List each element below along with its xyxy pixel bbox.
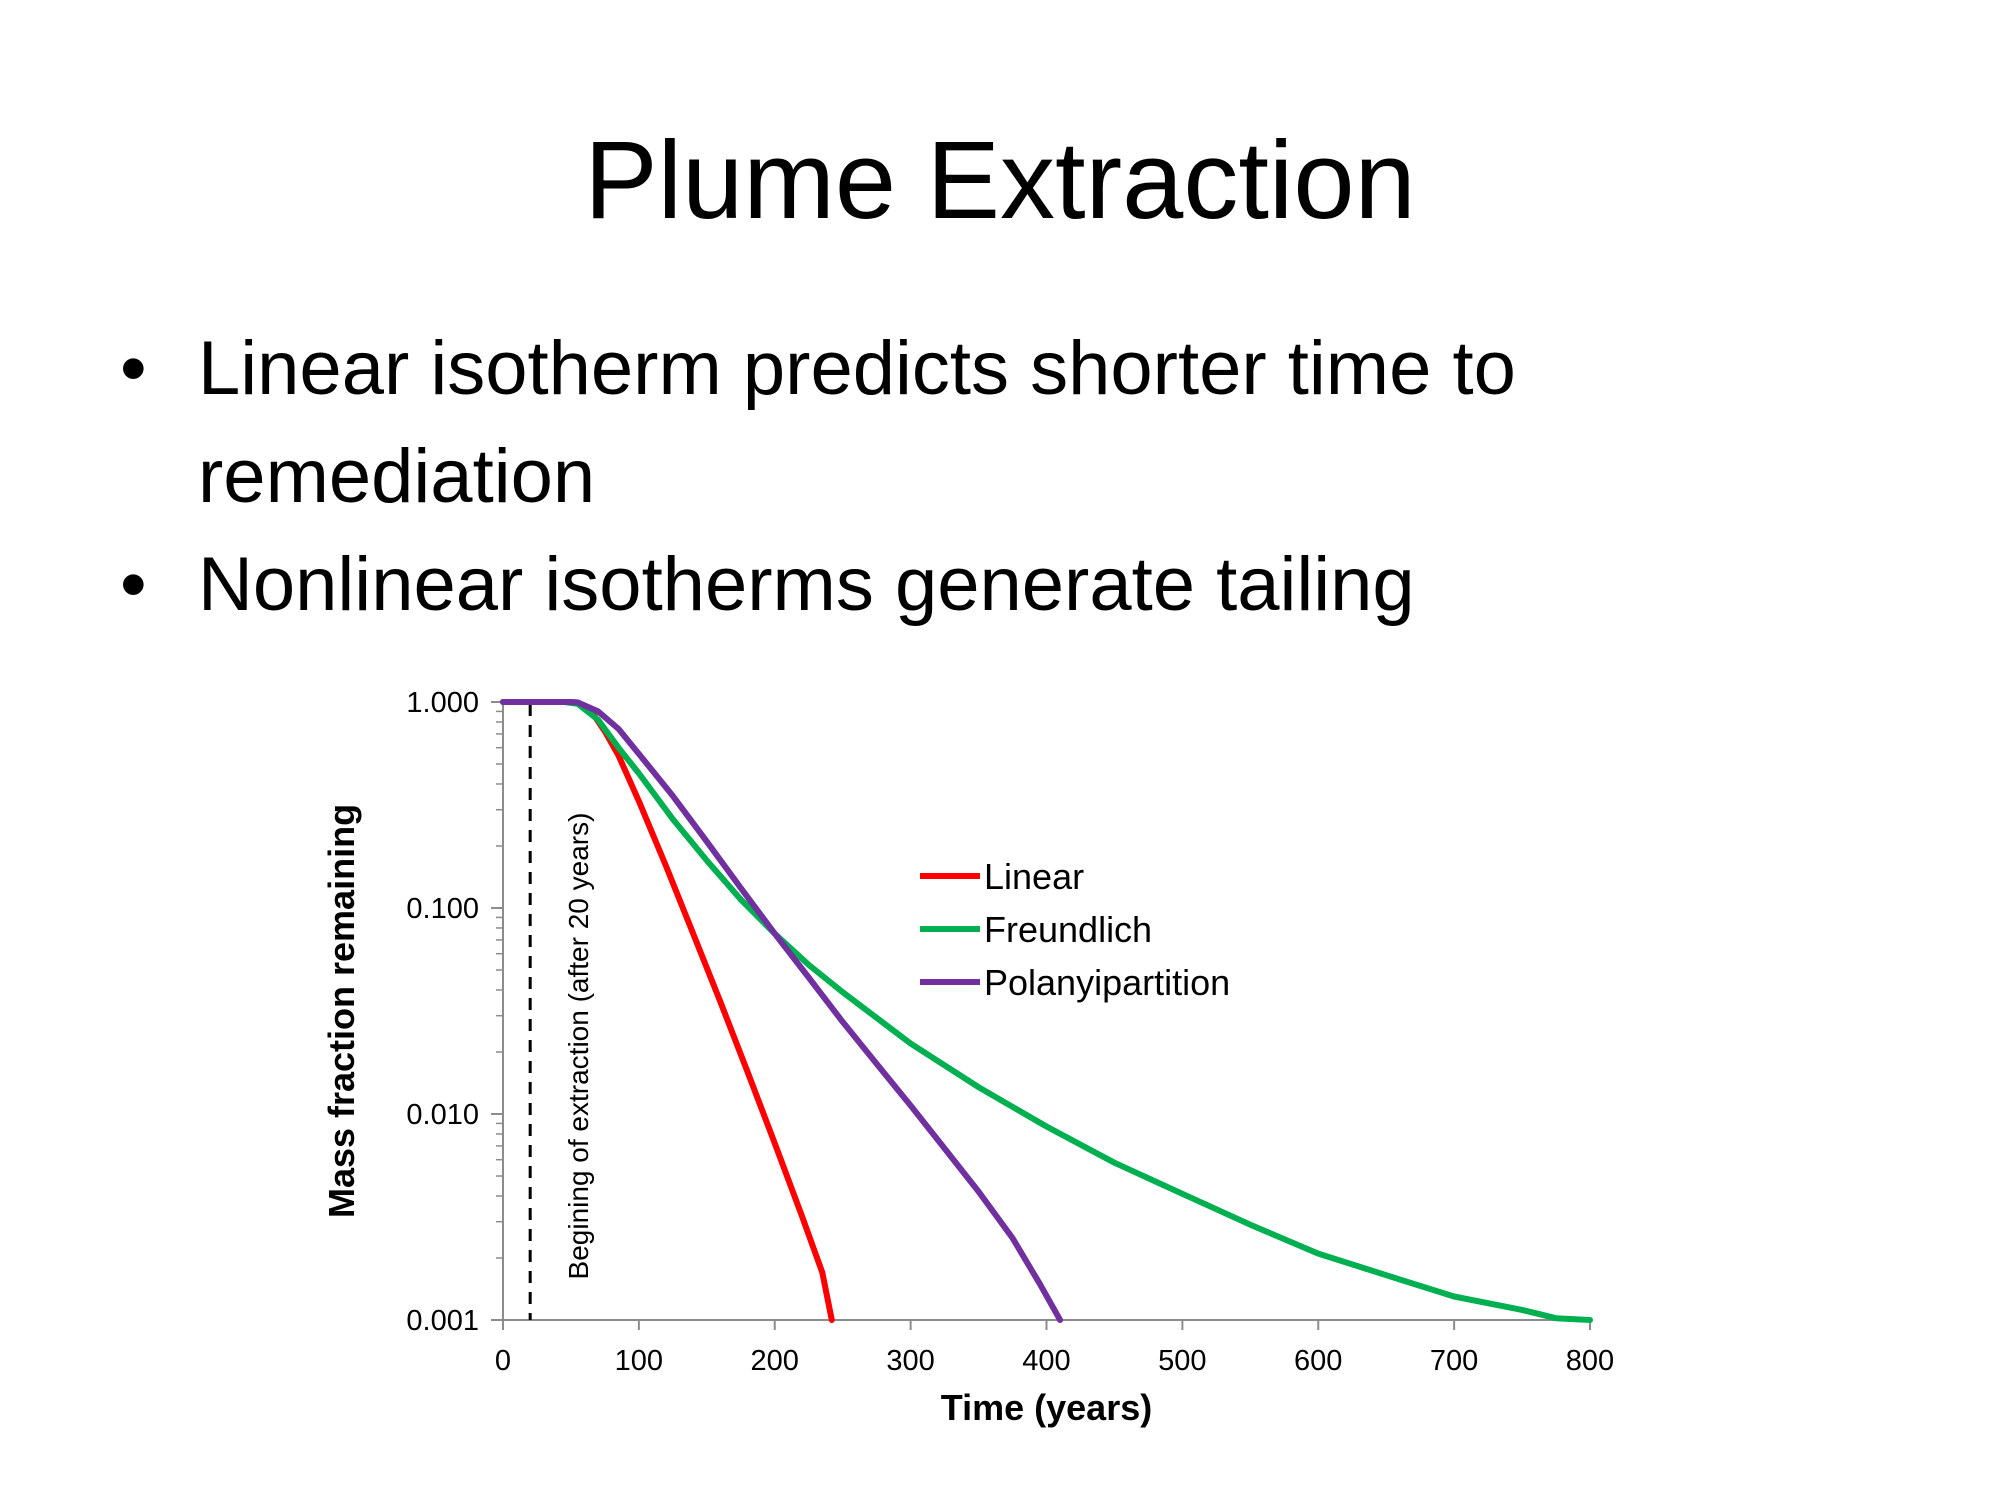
series-line-polanyipartition <box>500 699 1064 1323</box>
y-tick-label: 1.000 <box>406 687 479 719</box>
series-line-freundlich <box>500 699 1593 1323</box>
legend-label-polanyipartition: Polanyipartition <box>984 962 1230 1003</box>
bullet-text-2: Nonlinear isotherms generate tailing <box>198 541 1415 627</box>
legend-label-freundlich: Freundlich <box>984 909 1152 950</box>
x-tick-label: 200 <box>751 1345 799 1377</box>
legend-label-linear: Linear <box>984 856 1084 897</box>
bullet-item-1: • Linear isotherm predicts shorter time t… <box>120 315 1820 531</box>
bullet-dot-icon: • <box>120 326 147 411</box>
x-axis-title: Time (years) <box>941 1387 1152 1428</box>
bullet-text-1: Linear isotherm predicts shorter time to… <box>198 326 1516 519</box>
bullet-item-2: • Nonlinear isotherms generate tailing <box>120 531 1820 639</box>
y-tick-label: 0.100 <box>406 893 479 925</box>
y-tick-label: 0.010 <box>406 1099 479 1131</box>
slide-title: Plume Extraction <box>584 119 1416 242</box>
bullet-dot-icon: • <box>120 541 147 627</box>
series-line-linear <box>500 699 835 1323</box>
x-tick-label: 500 <box>1158 1345 1206 1377</box>
x-tick-label: 300 <box>886 1345 934 1377</box>
y-axis-title: Mass fraction remaining <box>321 804 362 1218</box>
extraction-start-annotation: Begining of extraction (after 20 years) <box>563 813 594 1280</box>
x-tick-label: 0 <box>495 1345 511 1377</box>
x-tick-label: 800 <box>1566 1345 1614 1377</box>
y-tick-label: 0.001 <box>406 1305 479 1337</box>
x-tick-label: 100 <box>615 1345 663 1377</box>
x-tick-label: 600 <box>1294 1345 1342 1377</box>
bullet-list: • Linear isotherm predicts shorter time t… <box>120 315 1820 639</box>
x-tick-label: 700 <box>1430 1345 1478 1377</box>
x-tick-label: 400 <box>1022 1345 1070 1377</box>
